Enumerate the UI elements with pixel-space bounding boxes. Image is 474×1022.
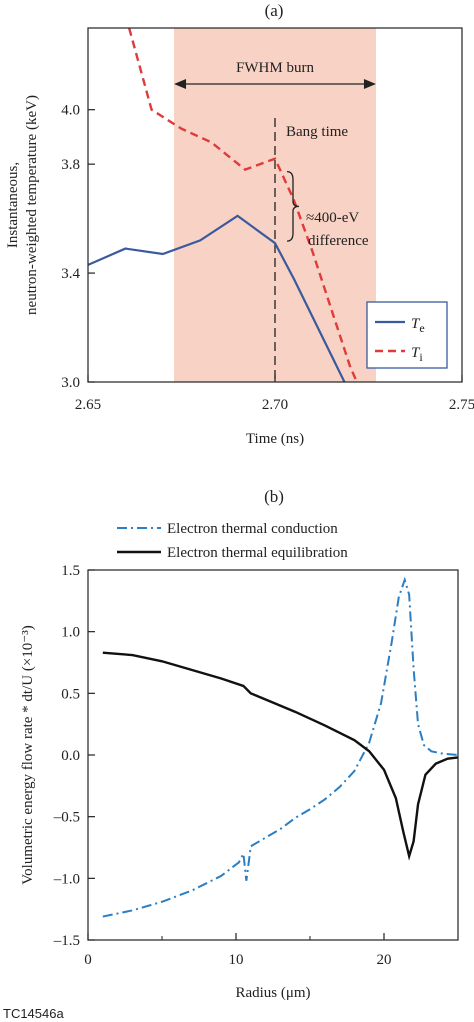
series-te-line (88, 214, 346, 382)
series-equilibration-line (102, 651, 459, 861)
difference-label-line2: difference (308, 233, 369, 249)
panel-a-ylabel-line1: Instantaneous, (5, 162, 21, 248)
legend-ti-label: Ti (411, 345, 423, 364)
panel-a-ticks: 2.65 2.70 2.75 3.0 3.4 3.8 4.0 (61, 103, 474, 413)
panel-b-xlabel: Radius (μm) (235, 985, 310, 1001)
panel-a: (a) 2.65 2.70 2.75 3.0 3.4 3.8 4.0 FWHM burn B… (5, 1, 474, 447)
panel-b: (b) Electron thermal conduction Electron… (20, 487, 459, 1001)
figure-id: TC14546a (3, 1006, 64, 1021)
panel-a-xlabel: Time (ns) (246, 431, 304, 447)
panel-a-ytick-label: 3.0 (61, 375, 80, 391)
panel-a-legend: Te Ti (366, 301, 448, 369)
fwhm-arrow-head-left (174, 79, 187, 89)
panel-b-label: (b) (264, 487, 284, 506)
panel-a-ytick-label: 3.8 (61, 157, 80, 173)
panel-b-ytick-label: 1.5 (61, 563, 80, 579)
panel-b-ytick-label: –0.5 (53, 810, 80, 826)
legend-te-label: Te (411, 316, 425, 335)
bang-time-label: Bang time (286, 124, 348, 140)
panel-b-xtick-label: 0 (84, 952, 92, 968)
series-conduction-line (102, 576, 459, 918)
panel-b-ylabel: Volumetric energy flow rate * dt/U (×10⁻… (20, 625, 36, 884)
panel-b-ytick-label: –1.5 (53, 933, 80, 949)
panel-a-xtick-label: 2.70 (262, 397, 288, 413)
panel-b-xtick-label: 10 (229, 952, 244, 968)
legend-equilibration-label: Electron thermal equilibration (167, 545, 348, 561)
panel-b-ytick-label: 1.0 (61, 625, 80, 641)
panel-a-ytick-label: 3.4 (61, 266, 80, 282)
legend-conduction-label: Electron thermal conduction (167, 521, 338, 537)
panel-a-xtick-label: 2.65 (75, 397, 101, 413)
fwhm-burn-label: FWHM burn (236, 60, 314, 76)
panel-b-xtick-label: 20 (377, 952, 392, 968)
fwhm-arrow-head-right (363, 79, 376, 89)
panel-b-legend: Electron thermal conduction Electron the… (117, 521, 348, 561)
difference-brace (286, 170, 300, 242)
panel-a-label: (a) (265, 1, 284, 20)
panel-a-ylabel-line2: neutron-weighted temperature (keV) (24, 95, 40, 315)
panel-b-ytick-label: –1.0 (53, 871, 80, 887)
panel-b-ytick-label: 0.0 (61, 748, 80, 764)
panel-b-ytick-label: 0.5 (61, 686, 80, 702)
panel-b-ticks: 0 10 20 1.5 1.0 0.5 0.0 –0.5 –1.0 –1.5 (53, 563, 392, 968)
panel-b-frame (87, 569, 459, 941)
series-ti-line (127, 28, 359, 382)
panel-a-xtick-label: 2.75 (449, 397, 474, 413)
panel-a-ytick-label: 4.0 (61, 103, 80, 119)
difference-label-line1: ≈400-eV (306, 210, 359, 226)
legend-box (366, 301, 448, 369)
